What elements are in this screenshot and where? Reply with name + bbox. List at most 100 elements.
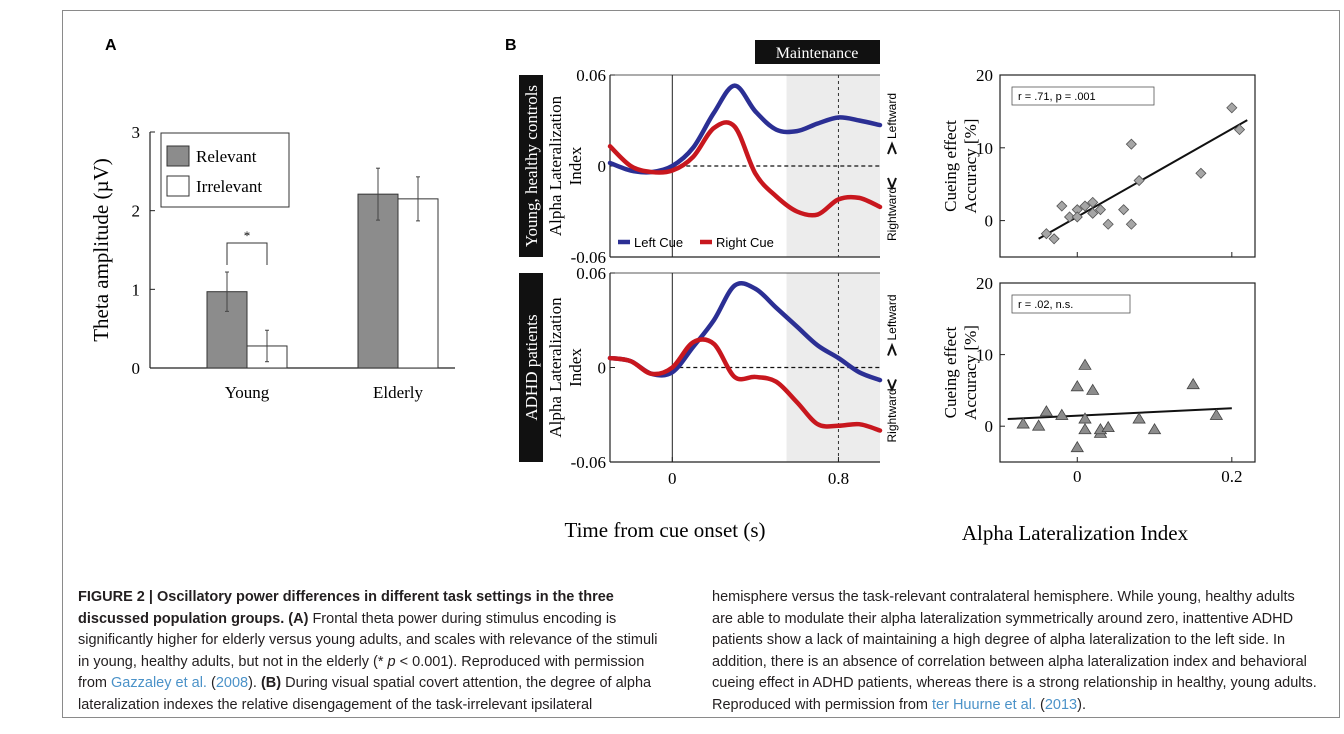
- y-axis-label: Theta amplitude (µV): [89, 158, 113, 342]
- caption-ref-terhuurne-year[interactable]: 2013: [1044, 696, 1078, 713]
- leftward-label: Leftward: [885, 294, 899, 340]
- y-tick-label: 1: [132, 280, 141, 299]
- data-point-diamond: [1094, 204, 1107, 216]
- x-tick-label: 0: [668, 469, 677, 488]
- caption-b-label: (B): [260, 675, 282, 691]
- data-point-triangle: [1070, 380, 1084, 392]
- time-plot-young: 0.06 0 -0.06 Young, healthy controls Alpha L…: [519, 66, 899, 267]
- group-label: Young, healthy controls: [522, 85, 541, 247]
- y-tick-label: 0: [985, 417, 994, 436]
- data-point-diamond: [1102, 218, 1114, 230]
- annotation-box: [1011, 294, 1131, 314]
- data-point-diamond: [1125, 138, 1137, 150]
- group-label-bar: [519, 273, 543, 462]
- data-point-diamond: [1195, 167, 1207, 179]
- time-xlabel: Time from cue onset (s): [564, 518, 765, 542]
- data-point-diamond: [1118, 204, 1130, 216]
- data-point-triangle: [1016, 417, 1030, 429]
- data-point-triangle: [1209, 408, 1224, 420]
- group-label: ADHD patients: [522, 314, 541, 420]
- legend-label: Relevant: [196, 147, 257, 166]
- x-tick-label: 0.2: [1221, 467, 1242, 486]
- maintenance-banner: [755, 40, 880, 64]
- data-point-diamond: [1040, 228, 1052, 240]
- y-tick-label: 3: [132, 123, 141, 142]
- data-point-triangle: [1086, 383, 1100, 395]
- data-point-diamond: [1087, 207, 1099, 219]
- caption-paren: (: [206, 675, 216, 691]
- time-ylabel-line1: Alpha Lateralization: [546, 95, 565, 236]
- scatter-xlabel: Alpha Lateralization Index: [962, 521, 1189, 545]
- data-point-triangle: [1039, 405, 1054, 417]
- y-tick-label: 0: [132, 359, 141, 378]
- scatter-plot-young: 20 10 0 Cueing effect Accuracy [%] r = .71, p…: [941, 66, 1256, 258]
- y-tick-label: 10: [976, 346, 993, 365]
- data-point-triangle: [1078, 423, 1092, 435]
- data-point-triangle: [1031, 419, 1046, 431]
- data-point-triangle: [1055, 408, 1069, 420]
- data-point-triangle: [1070, 440, 1084, 453]
- data-point-diamond: [1056, 200, 1068, 212]
- legend-right-cue-label: Right Cue: [716, 235, 774, 250]
- curve-right-cue: [607, 337, 883, 433]
- y-tick-label: 10: [976, 139, 993, 158]
- caption-title: FIGURE 2 | Oscillatory power differences…: [78, 589, 614, 627]
- category-label: Young: [225, 383, 270, 402]
- maintenance-label: Maintenance: [776, 45, 859, 62]
- data-point-diamond: [1071, 211, 1083, 223]
- data-point-triangle: [1132, 412, 1146, 424]
- scatter-plot-adhd: 20 10 0 Cueing effect Accuracy [%] r = .02, n…: [941, 274, 1256, 486]
- data-point-triangle: [1101, 420, 1115, 433]
- y-tick-label: 0: [598, 157, 607, 176]
- annotation-box: [1011, 86, 1155, 106]
- caption-ref-gazzaley-year[interactable]: 2008: [215, 675, 249, 691]
- arrow-up-icon: [887, 342, 897, 356]
- data-point-diamond: [1133, 174, 1145, 187]
- figure-graphics: A 0 1 2 3 Theta amplitude (µV) Young Elderly * R…: [89, 37, 1256, 545]
- data-point-triangle: [1147, 423, 1162, 435]
- fit-line: [1007, 407, 1232, 421]
- y-tick-label: 0.06: [576, 264, 606, 283]
- caption-ref-terhuurne[interactable]: ter Huurne et al.: [932, 696, 1036, 713]
- y-tick-label: 0.06: [576, 66, 606, 85]
- data-point-triangle: [1078, 358, 1092, 370]
- data-point-diamond: [1226, 102, 1238, 114]
- data-point-diamond: [1063, 211, 1076, 223]
- data-point-diamond: [1125, 218, 1137, 230]
- caption-ref-gazzaley[interactable]: Gazzaley et al.: [111, 675, 207, 691]
- y-tick-label: 0: [598, 359, 607, 378]
- bar-irrelevant: [397, 198, 439, 369]
- time-course-plots: 0.06 0 -0.06 Young, healthy controls Alpha L…: [519, 66, 899, 488]
- y-tick-label: 2: [132, 202, 141, 221]
- legend-swatch: [166, 175, 190, 197]
- time-ylabel-line2: Index: [566, 146, 585, 185]
- y-tick-label: -0.06: [571, 453, 606, 472]
- legend-left-cue-label: Left Cue: [634, 235, 683, 250]
- caption-p-symbol: p: [387, 653, 396, 670]
- y-tick-label: 0: [985, 212, 994, 231]
- significance-star: *: [244, 228, 251, 243]
- data-point-diamond: [1233, 124, 1246, 136]
- caption-a-label: (A): [288, 610, 309, 627]
- category-label: Elderly: [373, 383, 424, 402]
- caption-a-text: Frontal theta power during stimulus enco…: [78, 610, 658, 670]
- scatter-frame: [999, 282, 1256, 463]
- y-tick-label: -0.06: [571, 248, 606, 267]
- legend-swatch: [166, 145, 190, 167]
- arrow-up-icon: [887, 141, 897, 155]
- significance-bracket: [226, 242, 268, 265]
- annotation-text: r = .71, p = .001: [1018, 91, 1096, 103]
- leftward-label: Leftward: [885, 93, 899, 139]
- time-ylabel-line1: Alpha Lateralization: [546, 297, 565, 438]
- caption-left: FIGURE 2 | Oscillatory power differences…: [78, 587, 668, 716]
- data-point-diamond: [1087, 196, 1099, 208]
- y-tick-label: 20: [976, 66, 993, 85]
- caption-a-text2: < 0.001). Reproduced with permission fro…: [78, 653, 645, 692]
- x-tick-label: 0.8: [828, 469, 849, 488]
- rightward-label: Rightward: [885, 388, 899, 442]
- caption-paren2: (: [1036, 696, 1045, 713]
- scatter-frame: [999, 74, 1256, 258]
- scatter-ylabel-line1: Cueing effect: [941, 120, 960, 212]
- panel-b-label: B: [505, 37, 517, 54]
- arrow-down-icon: [887, 379, 897, 393]
